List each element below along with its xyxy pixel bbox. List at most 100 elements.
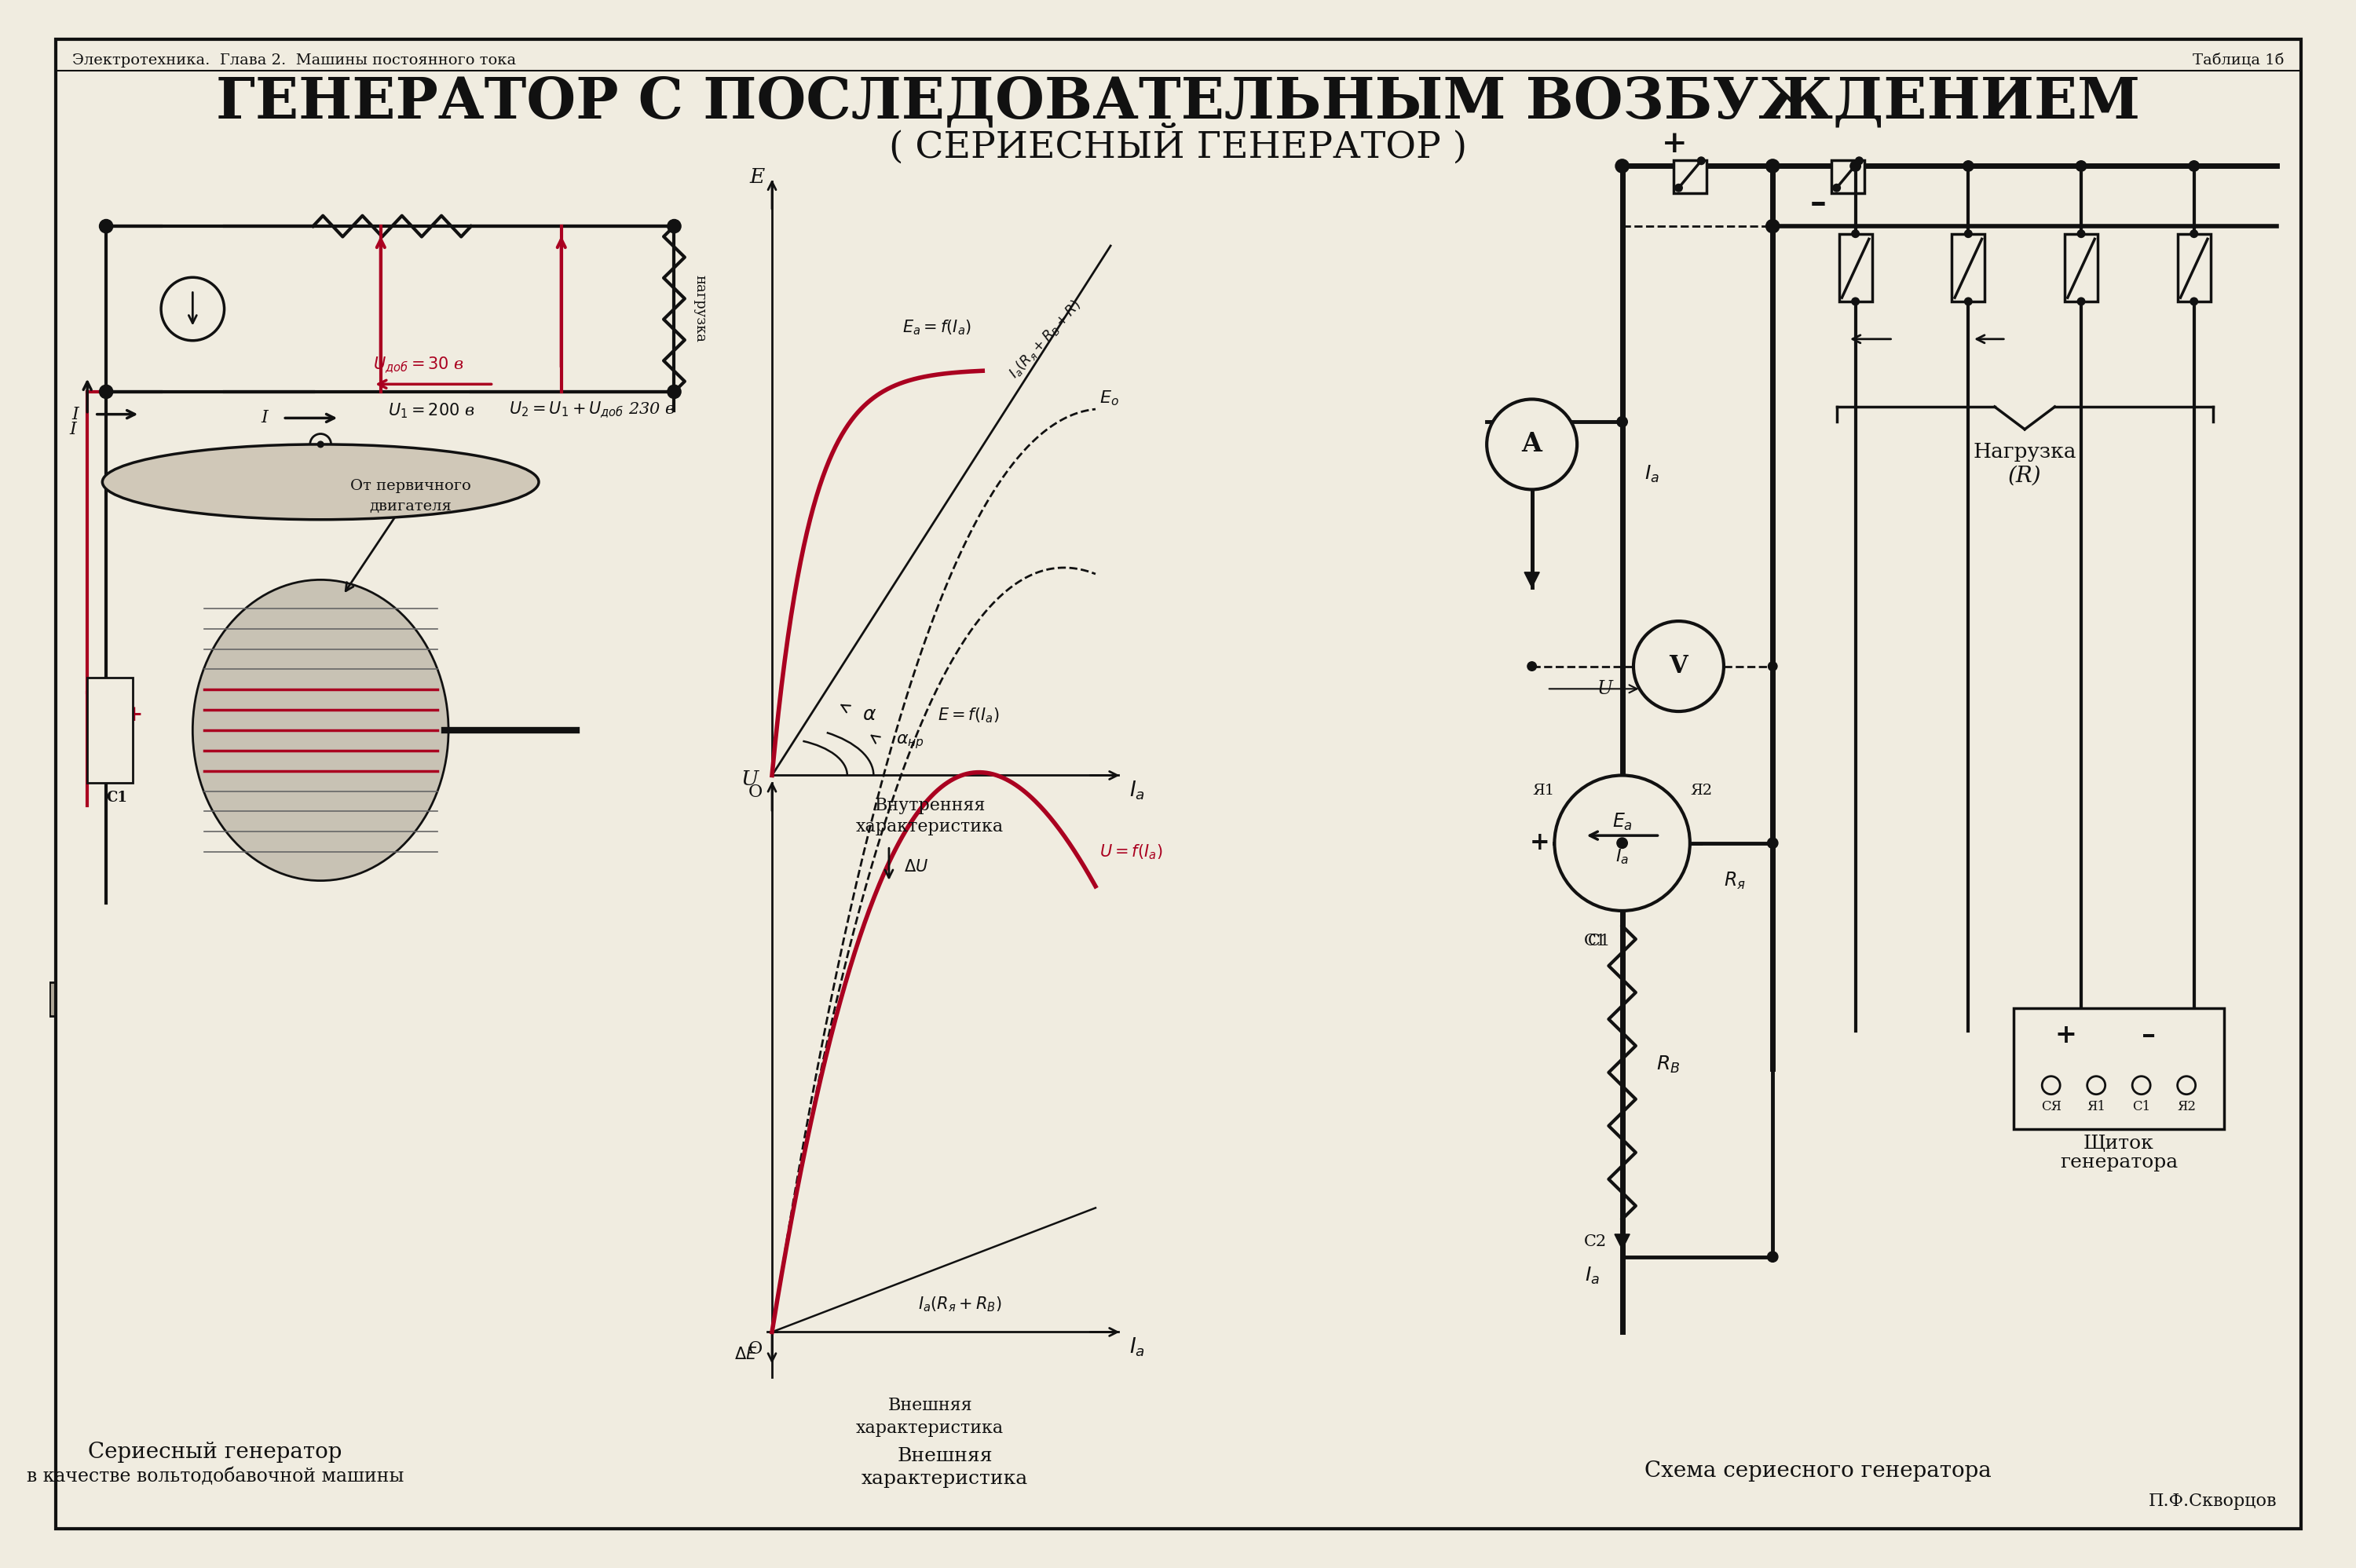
Text: $\alpha_{нр}$: $\alpha_{нр}$ [895, 732, 924, 751]
Text: U: U [1597, 681, 1614, 698]
Text: СЯ: СЯ [2040, 1099, 2062, 1113]
Circle shape [1487, 400, 1576, 489]
Bar [1840, 234, 1873, 301]
Text: Внешняя: Внешняя [888, 1397, 973, 1414]
Text: Сериесный генератор: Сериесный генератор [87, 1441, 342, 1463]
Circle shape [667, 384, 681, 398]
Text: генератора: генератора [2059, 1154, 2177, 1171]
Text: $U_2=U_1+U_{доб}$ 230 в: $U_2=U_1+U_{доб}$ 230 в [509, 401, 676, 420]
Text: $U_{доб}=30$ в: $U_{доб}=30$ в [372, 356, 464, 375]
Text: $I_a(R_я+R_B)$: $I_a(R_я+R_B)$ [919, 1295, 1001, 1314]
Circle shape [1852, 230, 1859, 237]
Circle shape [1833, 183, 1840, 191]
Bar [2064, 234, 2097, 301]
Circle shape [2076, 162, 2087, 171]
Circle shape [1852, 298, 1859, 306]
Text: ГЕНЕРАТОР С ПОСЛЕДОВАТЕЛЬНЫМ ВОЗБУЖДЕНИЕМ: ГЕНЕРАТОР С ПОСЛЕДОВАТЕЛЬНЫМ ВОЗБУЖДЕНИЕ… [217, 74, 2139, 130]
Text: +: + [125, 704, 144, 726]
Circle shape [1965, 230, 1972, 237]
Circle shape [99, 220, 113, 234]
Circle shape [1696, 157, 1706, 165]
Text: +: + [1661, 129, 1687, 158]
Text: Я2: Я2 [1689, 784, 1713, 798]
Circle shape [1633, 621, 1725, 712]
Circle shape [1857, 157, 1864, 165]
Circle shape [1767, 160, 1779, 172]
Circle shape [1527, 662, 1536, 671]
Text: $E=f(I_a)$: $E=f(I_a)$ [938, 706, 999, 724]
Text: I: I [68, 420, 75, 437]
Circle shape [2132, 1076, 2151, 1094]
Circle shape [160, 278, 224, 340]
Bar [106, 226, 674, 392]
Bar [1831, 160, 1864, 193]
Text: $\Delta E$: $\Delta E$ [735, 1347, 756, 1363]
Text: –: – [120, 754, 132, 775]
Text: $I_a$: $I_a$ [1129, 779, 1145, 801]
Text: $\Delta U$: $\Delta U$ [905, 859, 928, 875]
Text: +: + [1529, 831, 1550, 855]
Polygon shape [1614, 1234, 1630, 1250]
Text: Щиток: Щиток [2083, 1135, 2153, 1152]
Circle shape [311, 434, 332, 455]
Text: $U=f(I_a)$: $U=f(I_a)$ [1100, 844, 1162, 861]
Text: $U_1=200$ в: $U_1=200$ в [389, 401, 476, 420]
Text: С1: С1 [2132, 1099, 2151, 1113]
Text: –: – [1809, 187, 1826, 220]
Circle shape [2177, 1076, 2196, 1094]
Text: характеристика: характеристика [862, 1469, 1027, 1488]
Text: $E_a=f(I_a)$: $E_a=f(I_a)$ [902, 318, 971, 337]
Text: C2: C2 [1583, 1234, 1607, 1250]
Circle shape [99, 384, 113, 398]
Circle shape [2078, 298, 2085, 306]
Circle shape [1616, 417, 1628, 426]
Text: $I_a$: $I_a$ [1616, 847, 1628, 866]
Text: характеристика: характеристика [855, 1419, 1004, 1436]
Ellipse shape [193, 580, 448, 881]
Circle shape [2189, 162, 2198, 171]
Text: ( СЕРИЕСНЫЙ ГЕНЕРАТОР ): ( СЕРИЕСНЫЙ ГЕНЕРАТОР ) [888, 124, 1468, 166]
Text: E: E [749, 168, 763, 187]
Circle shape [2043, 1076, 2059, 1094]
Circle shape [1849, 162, 1861, 171]
Text: С1: С1 [106, 790, 127, 804]
Text: двигателя: двигателя [370, 499, 452, 513]
Bar [49, 982, 591, 1016]
Text: A: A [1522, 431, 1543, 458]
Text: $I_a$: $I_a$ [1586, 1265, 1600, 1286]
Circle shape [2191, 298, 2198, 306]
Text: V: V [1670, 654, 1687, 679]
Circle shape [2191, 230, 2198, 237]
Bar [87, 677, 132, 782]
Text: –: – [1689, 829, 1703, 856]
Circle shape [1963, 162, 1974, 171]
Bar [1951, 234, 1984, 301]
Text: Нагрузка: Нагрузка [1972, 442, 2076, 461]
Polygon shape [1524, 572, 1538, 588]
Text: Схема сериесного генератора: Схема сериесного генератора [1644, 1460, 1991, 1482]
Text: $E_a$: $E_a$ [1612, 812, 1633, 833]
Text: нагрузка: нагрузка [693, 276, 707, 343]
Text: Я2: Я2 [106, 731, 127, 745]
Text: C1: C1 [1588, 933, 1612, 949]
Circle shape [1767, 1251, 1779, 1262]
Text: (R): (R) [2007, 466, 2040, 486]
Circle shape [1555, 775, 1689, 911]
Text: $E_о$: $E_о$ [1100, 389, 1119, 408]
Text: П.Ф.Скворцов: П.Ф.Скворцов [2149, 1493, 2276, 1510]
Circle shape [667, 220, 681, 234]
Text: $R_B$: $R_B$ [1656, 1055, 1680, 1076]
Text: U: U [740, 770, 759, 789]
Circle shape [1767, 837, 1779, 848]
Circle shape [2087, 1076, 2106, 1094]
Ellipse shape [101, 481, 540, 978]
Text: От первичного: От первичного [351, 478, 471, 492]
Text: Я1: Я1 [1531, 784, 1555, 798]
Text: C1: C1 [1583, 933, 1607, 949]
Circle shape [1616, 837, 1628, 848]
Text: Я2: Я2 [2177, 1099, 2196, 1113]
Text: O: O [749, 784, 763, 801]
Text: в качестве вольтодобавочной машины: в качестве вольтодобавочной машины [26, 1468, 403, 1485]
Text: Внешняя: Внешняя [898, 1447, 992, 1465]
Bar [1673, 160, 1706, 193]
